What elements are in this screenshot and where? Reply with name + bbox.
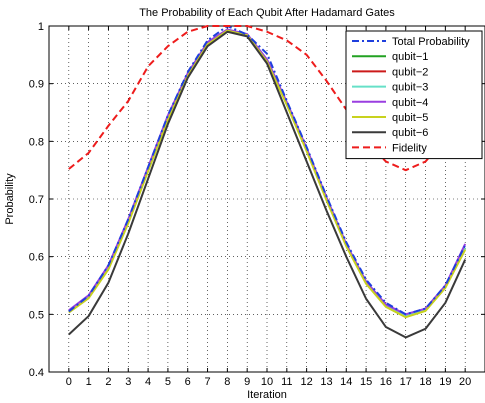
x-tick-label: 6 [185,376,191,388]
y-tick-label: 0.6 [29,252,44,264]
x-tick-label: 20 [459,376,471,388]
legend-label: qubit−1 [392,51,428,63]
x-tick-label: 11 [281,376,292,388]
x-tick-label: 5 [165,376,171,388]
legend-label: qubit−5 [392,112,428,124]
legend-label: qubit−6 [392,127,428,139]
legend-label: Fidelity [392,142,427,154]
legend-label: qubit−4 [392,97,428,109]
legend-box [345,30,483,160]
axis-ticks: 0 1 2 3 4 5 6 7 8 9 10 11 12 13 14 15 16 17 18 19 200.40.50.… [29,21,485,388]
x-tick-label: 15 [360,376,372,388]
y-tick-label: 0.5 [29,309,44,321]
x-tick-label: 14 [340,376,352,388]
x-tick-label: 19 [439,376,451,388]
y-tick-label: 1 [38,21,44,33]
y-tick-label: 0.9 [29,79,44,91]
legend-label: qubit−3 [392,82,428,94]
x-tick-label: 18 [419,376,431,388]
y-tick-label: 0.8 [29,136,44,148]
x-tick-label: 4 [145,376,151,388]
legend-label: qubit−2 [392,66,428,78]
series-line-0 [68,25,467,316]
y-axis-label: Probability [4,173,16,225]
y-tick-label: 0.7 [29,194,44,206]
y-tick-label: 0.4 [29,367,44,379]
grid [49,25,485,373]
x-axis-label: Iteration [247,389,287,401]
x-tick-label: 8 [224,376,230,388]
x-tick-label: 3 [125,376,131,388]
x-tick-label: 9 [244,376,250,388]
series-line-7 [68,25,466,172]
legend: Total Probability qubit−1 qubit−2 qubit−3 qu… [345,30,483,160]
x-tick-label: 13 [320,376,332,388]
x-tick-label: 12 [301,376,313,388]
x-tick-label: 16 [380,376,392,388]
series-line-5 [68,29,467,319]
x-tick-label: 0 [66,376,72,388]
series-line-6 [68,30,467,339]
x-tick-label: 10 [261,376,273,388]
chart-title: The Probability of Each Qubit After Hada… [139,7,395,19]
x-tick-label: 1 [86,376,92,388]
x-tick-label: 17 [400,376,412,388]
legend-label: Total Probability [392,36,470,48]
x-tick-label: 7 [204,376,210,388]
series-group [68,25,467,339]
x-tick-label: 2 [105,376,111,388]
